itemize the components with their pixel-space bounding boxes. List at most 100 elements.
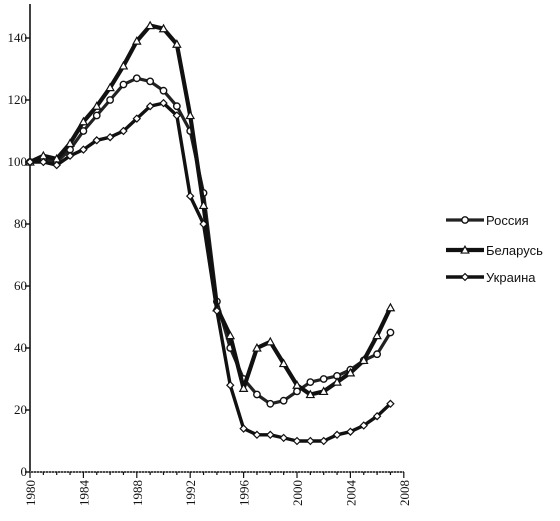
data-point	[145, 101, 155, 111]
data-point	[65, 138, 75, 148]
data-point	[266, 430, 275, 440]
data-point	[132, 114, 142, 123]
x-tick-label: 1992	[183, 480, 198, 506]
data-point	[279, 433, 288, 443]
data-point	[266, 399, 275, 408]
data-point	[386, 399, 395, 409]
data-point	[373, 350, 381, 359]
data-point	[239, 424, 248, 433]
data-point	[172, 102, 181, 111]
data-point	[131, 36, 142, 45]
data-point	[65, 151, 75, 161]
y-tick-label: 120	[8, 92, 28, 107]
data-point	[332, 377, 342, 386]
data-point	[212, 306, 222, 316]
legend-marker	[460, 244, 470, 254]
data-point	[79, 127, 88, 135]
y-tick-label: 60	[14, 278, 27, 293]
data-point	[318, 386, 329, 396]
data-point	[252, 342, 262, 352]
data-point	[253, 390, 261, 399]
data-point	[118, 60, 129, 70]
data-point	[292, 380, 302, 389]
series-diamond	[25, 98, 395, 446]
data-point	[225, 330, 236, 340]
data-point	[185, 191, 195, 201]
data-point	[198, 200, 209, 210]
legend-label: Беларусь	[486, 243, 543, 258]
y-tick-label: 100	[8, 154, 28, 169]
data-point	[52, 160, 61, 170]
legend-item: Беларусь	[446, 243, 543, 258]
data-point	[306, 378, 315, 386]
data-point	[278, 358, 289, 368]
data-point	[172, 39, 182, 48]
data-point	[305, 389, 316, 399]
data-point	[199, 219, 208, 229]
data-point	[292, 436, 302, 446]
y-tick-label: 40	[14, 340, 27, 355]
data-point	[226, 380, 235, 390]
data-point	[172, 111, 182, 120]
legend-marker	[460, 272, 470, 282]
data-point	[159, 86, 168, 95]
x-tick-label: 2000	[290, 480, 305, 506]
data-point	[25, 157, 35, 167]
data-point	[78, 116, 89, 126]
data-point	[372, 411, 382, 421]
x-tick-label: 1988	[130, 480, 145, 506]
data-point	[92, 111, 101, 120]
data-point	[39, 157, 48, 167]
data-point	[319, 436, 328, 446]
data-point	[159, 98, 168, 108]
legend: Россия Беларусь Украина	[446, 213, 543, 285]
y-tick-label: 20	[14, 402, 27, 417]
data-point	[146, 77, 155, 86]
y-tick-label: 140	[8, 30, 28, 45]
x-tick-label: 1980	[23, 480, 38, 506]
x-tick-label: 1984	[76, 480, 91, 507]
data-point	[119, 80, 128, 89]
series-line	[30, 101, 392, 443]
data-point	[279, 396, 288, 405]
legend-label: Украина	[486, 270, 536, 285]
data-point	[385, 302, 396, 312]
data-point	[372, 330, 382, 340]
data-point	[319, 375, 328, 383]
data-point	[386, 328, 395, 337]
y-tick-label: 0	[21, 464, 28, 479]
axes: 0 20 40 60 80 100 120 140 1980 1984 1988 1992 1996 20…	[8, 4, 412, 506]
data-point	[306, 436, 315, 446]
legend-label: Россия	[486, 213, 529, 228]
legend-marker	[461, 216, 469, 224]
data-point	[252, 430, 262, 440]
data-point	[79, 145, 88, 154]
x-tick-label: 2004	[343, 480, 358, 507]
series-triangle	[25, 20, 396, 399]
data-point	[358, 355, 369, 365]
data-point	[105, 132, 115, 142]
data-point	[105, 82, 115, 92]
data-point	[119, 126, 128, 136]
legend-item: Украина	[446, 270, 536, 285]
data-point	[345, 367, 356, 377]
data-point	[185, 110, 196, 120]
x-tick-label: 2008	[397, 480, 412, 506]
data-point	[92, 136, 101, 145]
data-point	[91, 101, 102, 110]
data-point	[106, 96, 115, 104]
data-point	[265, 336, 276, 346]
data-point	[238, 383, 249, 392]
legend-item: Россия	[446, 213, 529, 228]
data-point	[346, 427, 355, 436]
data-point	[145, 20, 155, 30]
data-point	[359, 421, 368, 430]
data-point	[158, 23, 169, 33]
data-point	[132, 74, 141, 83]
series-line	[29, 23, 393, 397]
data-point	[332, 430, 342, 440]
y-tick-label: 80	[14, 216, 27, 231]
x-tick-label: 1996	[237, 480, 252, 507]
series-layer	[25, 20, 396, 446]
